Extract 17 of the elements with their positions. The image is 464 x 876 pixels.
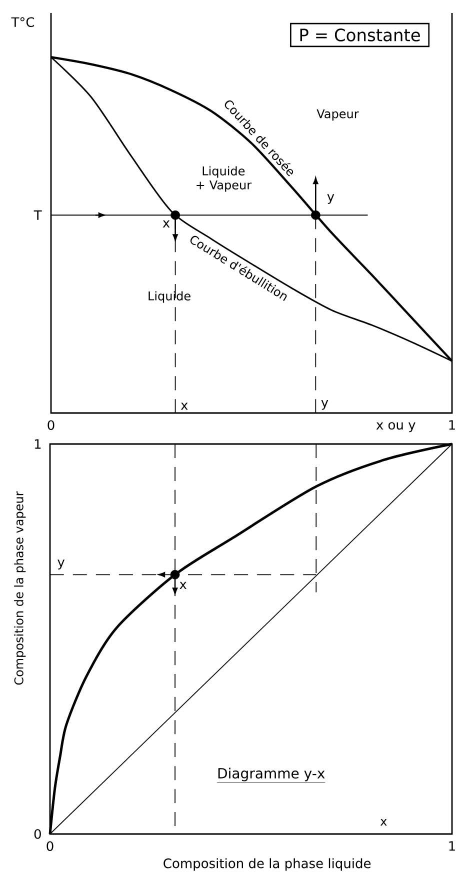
annotation: Liquide	[148, 291, 190, 303]
annotation: y	[321, 400, 328, 410]
text: P = Constante	[300, 28, 420, 42]
annotation: x	[180, 582, 186, 589]
annotation: Diagramme y-x	[218, 768, 325, 782]
annotation: x	[380, 819, 387, 826]
x-axis-title: x ou y	[376, 422, 416, 432]
x-axis-title: Composition de la phase liquide	[164, 858, 371, 871]
annotation: x	[162, 220, 170, 228]
annotation: x	[180, 402, 188, 410]
y-axis-title: Composition de la phase vapeur	[14, 491, 26, 685]
annotation: y	[58, 560, 65, 570]
annotation: Liquide + Vapeur	[196, 166, 252, 192]
annotation: y	[327, 194, 334, 204]
annotation: Vapeur	[316, 109, 359, 121]
y-axis-title: T°C	[11, 17, 34, 28]
annotation: T	[34, 210, 42, 220]
